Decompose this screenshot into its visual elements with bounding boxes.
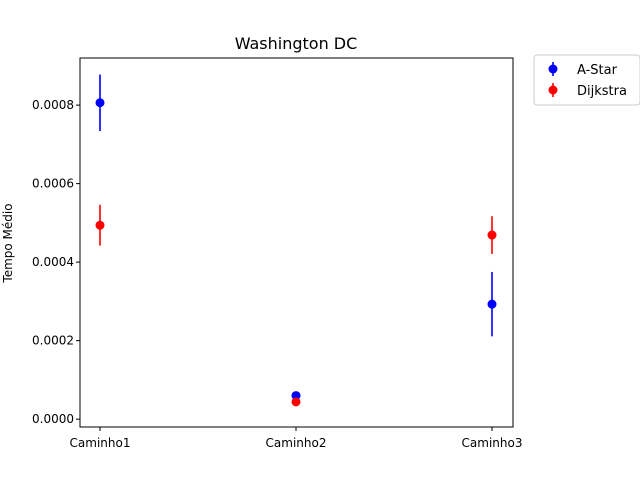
data-point bbox=[95, 98, 105, 108]
y-tick-label: 0.0008 bbox=[32, 98, 74, 112]
y-axis-label: Tempo Médio bbox=[1, 203, 15, 283]
y-axis-ticks: 0.0000 0.0002 0.0004 0.0006 0.0008 bbox=[32, 98, 80, 426]
legend-marker bbox=[548, 64, 558, 74]
y-tick-label: 0.0004 bbox=[32, 255, 74, 269]
data-point bbox=[95, 220, 105, 230]
data-point bbox=[291, 397, 301, 407]
y-tick-label: 0.0002 bbox=[32, 334, 74, 348]
plot-frame bbox=[79, 57, 514, 428]
series-dijkstra bbox=[95, 204, 497, 407]
legend-label: A-Star bbox=[577, 63, 618, 78]
data-point bbox=[487, 299, 497, 309]
y-tick-label: 0.0000 bbox=[32, 412, 74, 426]
chart-title: Washington DC bbox=[235, 34, 358, 53]
plot-content bbox=[95, 74, 497, 407]
y-tick-label: 0.0006 bbox=[32, 177, 74, 191]
legend-box bbox=[533, 54, 640, 106]
legend-label: Dijkstra bbox=[577, 84, 627, 99]
x-axis-ticks: Caminho1 Caminho2 Caminho3 bbox=[70, 427, 523, 450]
x-tick-label: Caminho3 bbox=[462, 436, 523, 450]
data-point bbox=[291, 391, 301, 401]
legend: A-Star Dijkstra bbox=[533, 54, 640, 106]
data-point bbox=[487, 230, 497, 240]
legend-marker bbox=[548, 85, 558, 95]
series-a-star bbox=[95, 74, 497, 401]
x-tick-label: Caminho1 bbox=[70, 436, 131, 450]
x-tick-label: Caminho2 bbox=[266, 436, 327, 450]
